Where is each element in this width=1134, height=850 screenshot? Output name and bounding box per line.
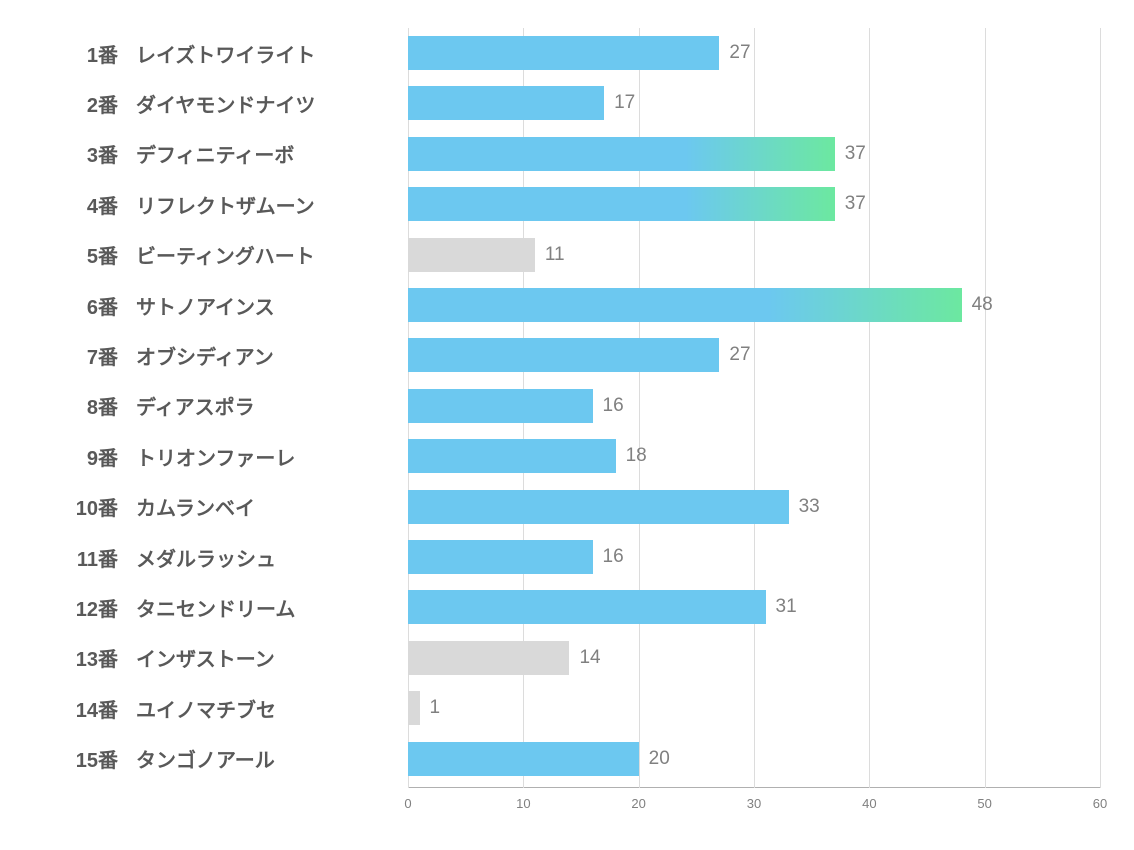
row-number: 3番	[40, 139, 118, 168]
bar	[408, 137, 835, 171]
value-label: 16	[603, 395, 624, 417]
row-number: 6番	[40, 291, 118, 320]
row-name: ディアスポラ	[118, 391, 255, 420]
row-number: 13番	[40, 643, 118, 672]
row-name: ダイヤモンドナイツ	[118, 89, 315, 118]
bar-row: 14番ユイノマチブセ 1	[40, 691, 1100, 725]
row-number: 15番	[40, 744, 118, 773]
row-label: 9番トリオンファーレ	[40, 442, 390, 471]
row-number: 12番	[40, 593, 118, 622]
bar	[408, 742, 639, 776]
row-number: 10番	[40, 492, 118, 521]
row-label: 8番ディアスポラ	[40, 391, 390, 420]
value-label: 31	[776, 596, 797, 618]
row-name: ユイノマチブセ	[118, 694, 276, 723]
row-name: タンゴノアール	[118, 744, 275, 773]
bar-row: 12番タニセンドリーム 31	[40, 590, 1100, 624]
row-number: 8番	[40, 391, 118, 420]
x-tick-label: 40	[862, 796, 876, 811]
bar	[408, 540, 593, 574]
bar	[408, 338, 719, 372]
value-label: 37	[845, 193, 866, 215]
row-name: デフィニティーボ	[118, 139, 294, 168]
value-label: 27	[729, 344, 750, 366]
row-label: 5番ビーティングハート	[40, 240, 390, 269]
x-tick-label: 30	[747, 796, 761, 811]
value-label: 11	[545, 244, 565, 266]
row-label: 1番レイズトワイライト	[40, 39, 390, 68]
value-label: 37	[845, 143, 866, 165]
x-tick-label: 50	[977, 796, 991, 811]
row-name: サトノアインス	[118, 291, 275, 320]
bar-row: 6番サトノアインス 48	[40, 288, 1100, 322]
bar-row: 9番トリオンファーレ 18	[40, 439, 1100, 473]
row-label: 12番タニセンドリーム	[40, 593, 390, 622]
bar	[408, 439, 616, 473]
row-number: 1番	[40, 39, 118, 68]
row-number: 9番	[40, 442, 118, 471]
value-label: 17	[614, 92, 635, 114]
x-tick-label: 10	[516, 796, 530, 811]
row-number: 5番	[40, 240, 118, 269]
row-label: 11番メダルラッシュ	[40, 543, 390, 572]
value-label: 1	[430, 697, 441, 719]
row-name: リフレクトザムーン	[118, 190, 315, 219]
row-number: 11番	[40, 543, 118, 572]
value-label: 33	[799, 496, 820, 518]
row-name: インザストーン	[118, 643, 275, 672]
row-number: 2番	[40, 89, 118, 118]
row-label: 6番サトノアインス	[40, 291, 390, 320]
bar	[408, 288, 962, 322]
row-label: 14番ユイノマチブセ	[40, 694, 390, 723]
bar-row: 4番リフレクトザムーン 37	[40, 187, 1100, 221]
row-name: ビーティングハート	[118, 240, 315, 269]
bar-row: 10番カムランベイ 33	[40, 490, 1100, 524]
bar	[408, 36, 719, 70]
bar-chart: 01020304050601番レイズトワイライト272番ダイヤモンドナイツ173…	[40, 28, 1100, 818]
row-number: 7番	[40, 341, 118, 370]
bar-row: 13番インザストーン 14	[40, 641, 1100, 675]
bar-row: 2番ダイヤモンドナイツ 17	[40, 86, 1100, 120]
row-number: 14番	[40, 694, 118, 723]
row-label: 10番カムランベイ	[40, 492, 390, 521]
bar-row: 11番メダルラッシュ 16	[40, 540, 1100, 574]
bar-row: 8番ディアスポラ 16	[40, 389, 1100, 423]
value-label: 18	[626, 445, 647, 467]
bar-row: 3番デフィニティーボ 37	[40, 137, 1100, 171]
bar-row: 1番レイズトワイライト 27	[40, 36, 1100, 70]
value-label: 14	[579, 647, 600, 669]
value-label: 20	[649, 748, 670, 770]
row-name: カムランベイ	[118, 492, 255, 521]
bar	[408, 86, 604, 120]
row-label: 4番リフレクトザムーン	[40, 190, 390, 219]
row-label: 15番タンゴノアール	[40, 744, 390, 773]
x-tick-label: 60	[1093, 796, 1107, 811]
bar	[408, 590, 766, 624]
row-name: レイズトワイライト	[118, 39, 315, 68]
bar	[408, 490, 789, 524]
row-name: タニセンドリーム	[118, 593, 295, 622]
gridline	[1100, 28, 1101, 788]
bar	[408, 641, 569, 675]
value-label: 16	[603, 546, 624, 568]
bar	[408, 389, 593, 423]
value-label: 27	[729, 42, 750, 64]
row-label: 2番ダイヤモンドナイツ	[40, 89, 390, 118]
bar	[408, 187, 835, 221]
row-name: メダルラッシュ	[118, 543, 276, 572]
bar	[408, 238, 535, 272]
bar-row: 7番オブシディアン 27	[40, 338, 1100, 372]
x-tick-label: 0	[404, 796, 411, 811]
bar	[408, 691, 420, 725]
row-label: 7番オブシディアン	[40, 341, 390, 370]
row-label: 13番インザストーン	[40, 643, 390, 672]
bar-row: 5番ビーティングハート 11	[40, 238, 1100, 272]
row-name: オブシディアン	[118, 341, 274, 370]
value-label: 48	[972, 294, 993, 316]
bar-row: 15番タンゴノアール 20	[40, 742, 1100, 776]
row-number: 4番	[40, 190, 118, 219]
row-name: トリオンファーレ	[118, 442, 295, 471]
row-label: 3番デフィニティーボ	[40, 139, 390, 168]
x-tick-label: 20	[631, 796, 645, 811]
